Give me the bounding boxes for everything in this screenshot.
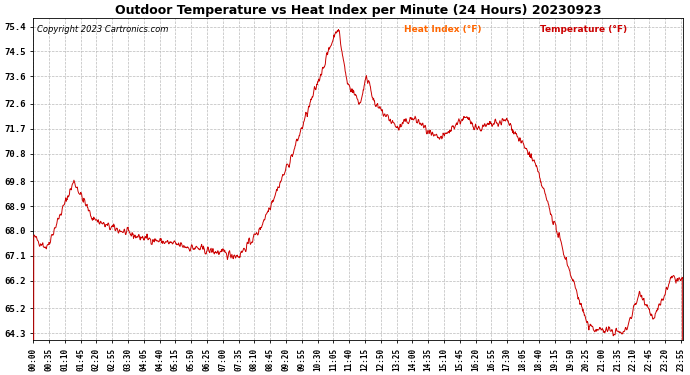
Title: Outdoor Temperature vs Heat Index per Minute (24 Hours) 20230923: Outdoor Temperature vs Heat Index per Mi… <box>115 4 602 17</box>
Text: Copyright 2023 Cartronics.com: Copyright 2023 Cartronics.com <box>37 25 168 34</box>
Text: Temperature (°F): Temperature (°F) <box>540 25 627 34</box>
Text: Heat Index (°F): Heat Index (°F) <box>404 25 481 34</box>
